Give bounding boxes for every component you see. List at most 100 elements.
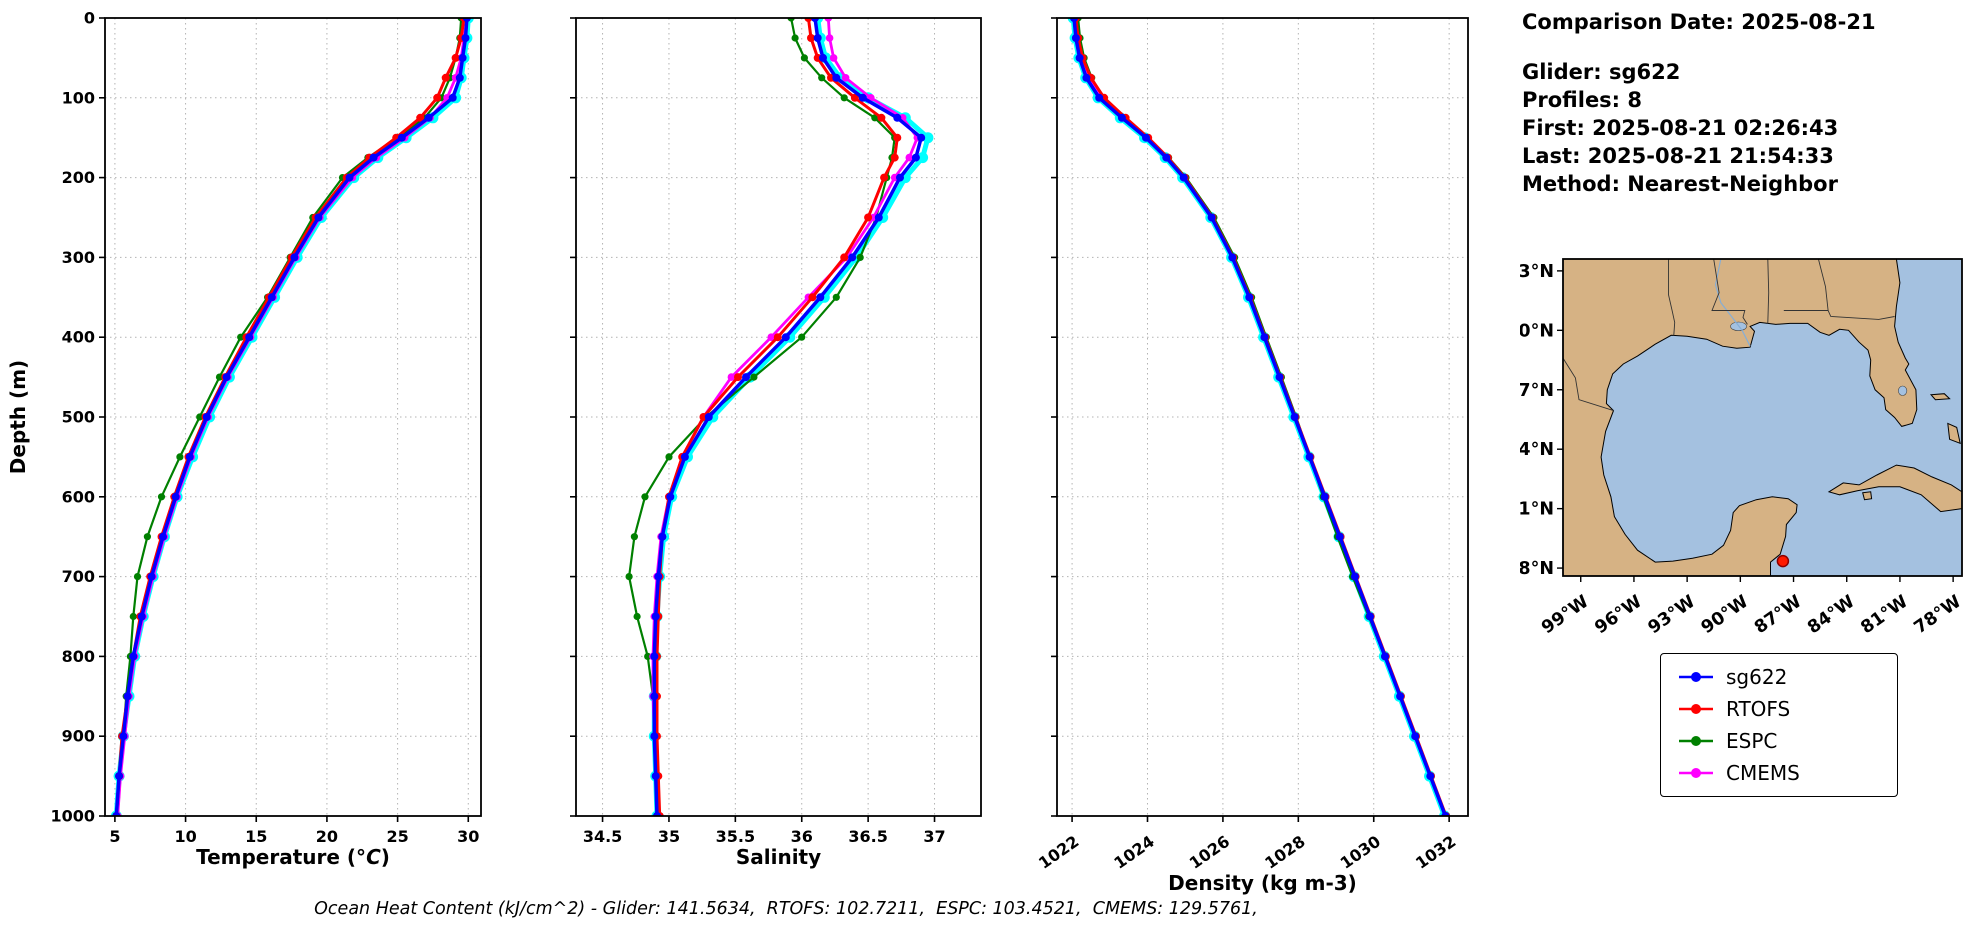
data-marker <box>1381 652 1389 661</box>
data-marker <box>1411 732 1420 741</box>
data-marker <box>874 213 883 222</box>
data-marker <box>816 293 825 302</box>
island <box>1929 393 1951 401</box>
data-marker <box>196 413 204 421</box>
data-marker <box>798 333 806 341</box>
data-marker <box>143 533 151 541</box>
data-marker <box>185 452 194 461</box>
tick-label: 36.5 <box>848 827 887 846</box>
lon-tick-label: 96°W <box>1591 592 1645 638</box>
plot-series <box>1067 18 1451 816</box>
data-marker <box>448 93 457 102</box>
data-marker <box>1228 253 1237 262</box>
data-marker <box>850 93 859 102</box>
data-marker <box>119 732 128 741</box>
data-marker <box>658 532 667 541</box>
data-marker <box>922 132 934 144</box>
tick-label: 25 <box>386 827 408 846</box>
data-marker <box>1070 18 1078 22</box>
data-marker <box>644 652 652 661</box>
data-marker <box>267 293 276 302</box>
series-line-CMEMS <box>651 18 919 816</box>
data-marker <box>625 573 633 581</box>
lat-tick-label: 24°N <box>1520 440 1554 460</box>
data-marker <box>666 492 675 501</box>
data-marker <box>840 94 848 102</box>
series-CMEMS <box>113 18 471 816</box>
data-marker <box>129 612 137 621</box>
data-marker <box>917 133 926 142</box>
data-marker <box>804 18 813 22</box>
tick-label: 700 <box>62 567 95 586</box>
data-marker <box>245 333 254 342</box>
state-border <box>1783 310 1895 320</box>
data-marker <box>832 73 841 82</box>
state-border <box>1817 259 1829 311</box>
legend-item-espc: ESPC <box>1661 725 1897 757</box>
data-marker <box>176 453 184 461</box>
data-marker <box>1075 53 1084 62</box>
data-marker <box>397 133 406 142</box>
series-line-glider-raw-profiles <box>1070 18 1448 816</box>
data-marker <box>159 532 167 541</box>
data-marker <box>237 333 245 341</box>
x-axis-label: Density (kg m-3) <box>1168 871 1357 895</box>
density-profile-chart: 1022 1024 1026 1028 1030 1032 Density (kg m-3) <box>1035 17 1469 895</box>
data-marker <box>345 173 354 182</box>
data-marker <box>1320 492 1329 501</box>
data-marker <box>1335 532 1344 541</box>
data-marker <box>651 772 660 781</box>
legend-item-rtofs: RTOFS <box>1661 693 1897 725</box>
data-marker <box>433 93 442 102</box>
tick-label: 0 <box>84 9 95 28</box>
data-marker <box>727 373 736 381</box>
data-marker <box>665 453 673 461</box>
data-marker <box>800 54 808 62</box>
lon-tick-label: 81°W <box>1857 592 1911 638</box>
data-marker <box>848 253 857 262</box>
data-marker <box>1290 413 1299 421</box>
info-panel-spacer <box>1522 36 1876 58</box>
state-border <box>1711 259 1748 325</box>
data-marker <box>133 573 142 581</box>
first-profile-time-text: First: 2025-08-21 02:26:43 <box>1522 116 1839 140</box>
series-line-RTOFS <box>1074 18 1448 816</box>
data-marker <box>819 53 827 62</box>
lat-tick-label: 21°N <box>1520 500 1554 520</box>
tick-label: 20 <box>316 827 338 846</box>
data-marker <box>807 34 815 42</box>
series-line-CMEMS <box>1073 18 1448 816</box>
lon-tick-label: 90°W <box>1698 592 1752 638</box>
lon-tick-label: 99°W <box>1538 592 1592 638</box>
data-marker <box>1095 93 1104 102</box>
island <box>1862 491 1873 501</box>
data-marker <box>290 253 299 262</box>
x-axis-label: Salinity <box>736 845 821 869</box>
data-marker <box>1366 612 1374 621</box>
data-marker <box>856 253 864 261</box>
legend-marker-icon <box>1679 768 1713 778</box>
tick-label: 35 <box>658 827 680 846</box>
tick-marks <box>570 17 936 822</box>
lat-tick-label: 18°N <box>1520 559 1554 579</box>
tick-label: 5 <box>109 827 120 846</box>
glider-position-marker <box>1776 554 1790 568</box>
data-marker <box>653 812 661 816</box>
data-marker <box>832 293 840 301</box>
data-marker <box>424 113 433 122</box>
data-marker <box>641 493 649 501</box>
x-axis-label: Temperature (°C) <box>196 845 390 869</box>
series-sg622 <box>112 18 471 816</box>
data-marker <box>811 18 819 22</box>
data-marker <box>215 373 224 381</box>
data-marker <box>461 34 470 42</box>
y-axis-label: Depth (m) <box>6 360 30 474</box>
tick-label: 1026 <box>1186 832 1233 873</box>
data-marker <box>858 93 867 102</box>
data-marker <box>905 153 914 162</box>
tick-label: 1000 <box>50 807 95 826</box>
data-marker <box>742 373 750 382</box>
gridlines <box>1057 17 1468 817</box>
data-marker <box>877 113 886 122</box>
lon-tick-label: 84°W <box>1804 592 1858 638</box>
